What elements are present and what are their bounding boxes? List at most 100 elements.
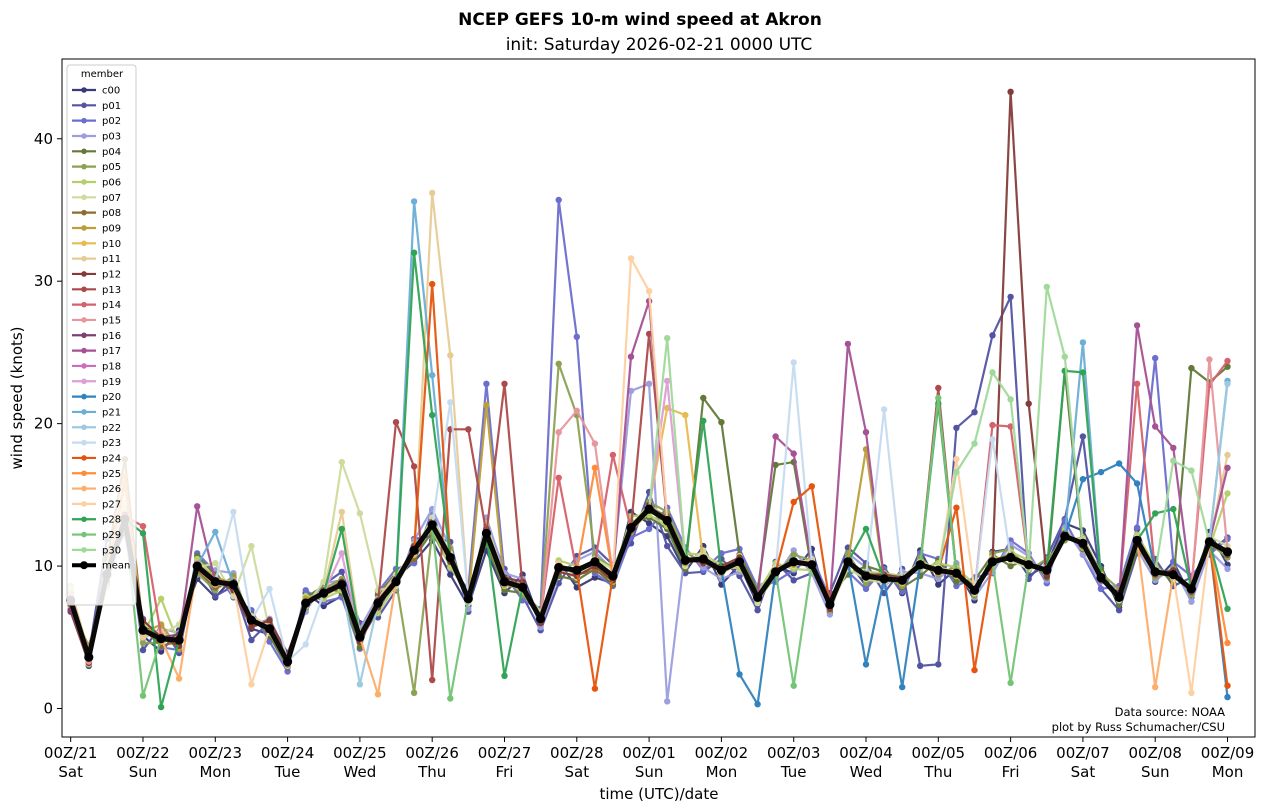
ensemble-mean-point <box>879 574 889 584</box>
legend-item-p14: p14 <box>72 300 121 311</box>
legend-swatch-marker <box>81 393 87 400</box>
member-p27-point <box>627 255 635 262</box>
x-tick-label-date: 00Z/26 <box>405 744 459 762</box>
member-p07-point <box>212 560 219 567</box>
member-p01-point <box>754 607 761 614</box>
ensemble-mean-point <box>915 560 925 570</box>
legend-label: p12 <box>102 269 121 280</box>
member-p23-point <box>230 508 237 516</box>
x-tick-label-date: 00Z/04 <box>839 744 893 762</box>
member-p02-point <box>483 380 490 387</box>
legend-label: p27 <box>102 499 121 510</box>
member-p15-point <box>591 440 599 447</box>
legend-swatch-marker <box>81 271 87 277</box>
member-p01-point <box>790 577 797 584</box>
legend-label: p17 <box>102 346 121 357</box>
ensemble-mean-point <box>84 652 94 662</box>
legend-label: p23 <box>102 438 121 449</box>
member-p24-point <box>429 280 436 288</box>
legend-swatch-marker <box>81 317 87 323</box>
member-p11-point <box>139 634 147 641</box>
legend-label: p09 <box>102 223 121 234</box>
member-p01-point <box>935 661 942 668</box>
ensemble-mean-point <box>373 598 383 608</box>
ensemble-mean-point <box>1060 531 1070 541</box>
member-p14-point <box>1224 357 1231 365</box>
member-p02-point <box>862 585 870 593</box>
member-p28-point <box>862 525 870 533</box>
legend-label: p10 <box>102 239 121 250</box>
member-p21-point <box>1079 339 1087 346</box>
member-p02-point <box>1152 354 1159 362</box>
ensemble-mean-point <box>174 635 184 645</box>
x-tick-label-date: 00Z/25 <box>333 744 387 762</box>
legend-label: p15 <box>102 315 121 326</box>
legend-swatch-marker <box>81 148 87 155</box>
member-p28-point <box>1224 605 1231 612</box>
member-p14-point <box>555 474 562 481</box>
member-p24-point <box>953 504 960 511</box>
legend-label: p28 <box>102 515 121 526</box>
legend-swatch-marker <box>81 455 87 461</box>
x-tick-label-date: 00Z/03 <box>767 744 821 762</box>
ensemble-mean-point <box>861 571 871 581</box>
legend-item-c00: c00 <box>72 86 120 97</box>
legend-item-p22: p22 <box>72 423 121 434</box>
x-tick-label-date: 00Z/05 <box>912 744 966 762</box>
member-p24-point <box>591 685 599 692</box>
member-p05-point <box>790 551 797 558</box>
legend-swatch-marker <box>81 347 87 354</box>
x-tick-label-day: Tue <box>274 763 301 781</box>
member-p01-point <box>139 646 147 654</box>
member-p01-point <box>1007 293 1014 301</box>
member-p10-point <box>682 411 689 419</box>
member-c00-point <box>645 520 653 527</box>
member-p13-point <box>935 384 942 392</box>
member-p30-point <box>1043 283 1051 291</box>
member-p23-point <box>302 641 309 648</box>
ensemble-mean-point <box>897 575 907 585</box>
legend-swatch-marker <box>81 225 87 231</box>
y-tick-label: 20 <box>34 415 53 433</box>
legend-item-p11: p11 <box>72 254 121 265</box>
legend-item-p05: p05 <box>72 162 121 173</box>
member-p30-point <box>1188 467 1195 474</box>
legend-swatch-marker <box>81 485 87 492</box>
legend-item-p26: p26 <box>72 484 121 495</box>
legend-label: p16 <box>102 331 121 342</box>
member-p28-point <box>1079 369 1087 376</box>
legend-item-p20: p20 <box>72 392 121 403</box>
member-p30-point <box>953 468 960 476</box>
legend-swatch-marker <box>81 240 87 247</box>
ensemble-mean-point <box>1024 560 1034 570</box>
member-p29-point <box>935 394 942 402</box>
member-p20-point <box>1079 476 1087 483</box>
legend-swatch-marker <box>81 117 87 124</box>
legend-swatch-marker <box>81 255 87 262</box>
ensemble-mean-point <box>355 632 365 642</box>
ensemble-mean-point <box>1042 565 1052 575</box>
legend-item-p19: p19 <box>72 377 121 388</box>
source-note-line2: plot by Russ Schumacher/CSU <box>1052 720 1225 734</box>
legend-item-p24: p24 <box>72 453 121 464</box>
legend-swatch-marker <box>81 163 87 170</box>
member-p17-point <box>1170 444 1177 452</box>
member-p05-point <box>555 360 562 367</box>
ensemble-mean-point <box>283 656 293 667</box>
legend-label: p18 <box>102 361 121 372</box>
member-p01-point <box>989 332 996 339</box>
legend-item-p16: p16 <box>72 331 121 342</box>
chart-title: NCEP GEFS 10-m wind speed at Akron <box>458 10 822 30</box>
member-p17-point <box>1133 322 1141 329</box>
member-c00-point <box>935 581 942 588</box>
member-p24-point <box>1224 682 1231 689</box>
ensemble-mean-point <box>337 580 347 590</box>
member-p02-point <box>555 196 562 204</box>
member-p17-point <box>194 503 201 510</box>
member-p28-point <box>157 703 165 711</box>
ensemble-mean-point <box>246 615 256 625</box>
legend-item-p21: p21 <box>72 407 121 418</box>
ensemble-mean-point <box>969 585 980 595</box>
x-tick-label-date: 00Z/21 <box>44 744 98 762</box>
ensemble-mean-point <box>319 588 329 598</box>
